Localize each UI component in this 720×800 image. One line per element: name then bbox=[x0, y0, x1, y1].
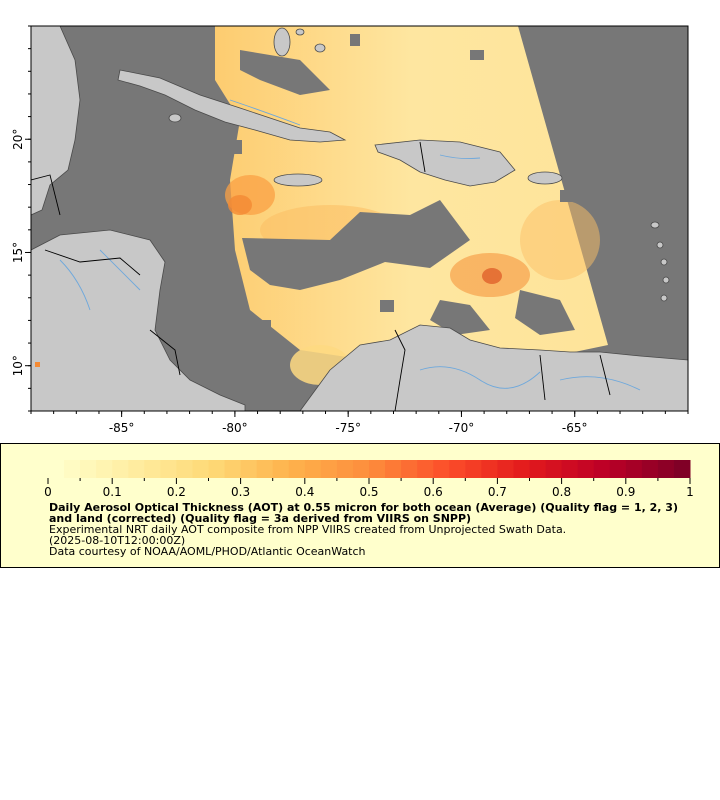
color-swatch bbox=[336, 460, 354, 478]
color-swatch bbox=[144, 460, 161, 478]
color-swatch bbox=[272, 460, 290, 478]
color-swatch bbox=[96, 460, 113, 478]
color-swatch bbox=[208, 460, 226, 478]
scale-tick-label: 0.3 bbox=[231, 485, 250, 499]
x-tick-label: -70° bbox=[449, 421, 475, 435]
land bbox=[31, 26, 688, 411]
color-swatch bbox=[128, 460, 145, 478]
no-data-gaps bbox=[230, 34, 576, 335]
color-swatch bbox=[625, 460, 643, 478]
color-swatch bbox=[657, 460, 675, 478]
color-swatch bbox=[497, 460, 514, 478]
color-swatch bbox=[417, 460, 434, 478]
color-swatch bbox=[449, 460, 466, 478]
color-swatch bbox=[288, 460, 306, 478]
color-swatch bbox=[112, 460, 129, 478]
scale-tick-label: 0.4 bbox=[295, 485, 314, 499]
color-swatch bbox=[64, 460, 81, 478]
scale-tick-label: 0.2 bbox=[167, 485, 186, 499]
scale-tick-label: 0.6 bbox=[424, 485, 443, 499]
color-swatch bbox=[224, 460, 242, 478]
scale-tick-label: 1 bbox=[686, 485, 694, 499]
x-tick-label: -65° bbox=[562, 421, 588, 435]
color-swatch bbox=[320, 460, 338, 478]
map-border bbox=[30, 25, 689, 412]
legend-date: (2025-08-10T12:00:00Z) bbox=[49, 534, 186, 547]
color-swatch bbox=[481, 460, 498, 478]
color-swatch bbox=[513, 460, 530, 478]
scale-tick-label: 0.8 bbox=[552, 485, 571, 499]
scale-tick-label: 0.1 bbox=[103, 485, 122, 499]
x-tick-label: -75° bbox=[335, 421, 361, 435]
color-swatch bbox=[48, 460, 65, 478]
color-swatch bbox=[561, 460, 579, 478]
color-swatch bbox=[641, 460, 659, 478]
legend-credit: Data courtesy of NOAA/AOML/PHOD/Atlantic… bbox=[49, 545, 366, 558]
color-swatch bbox=[80, 460, 97, 478]
legend-panel: 0 0.1 0.2 0.3 0.4 0.5 0.6 0.7 0.8 0.9 1 Daily Aero… bbox=[0, 443, 720, 568]
color-swatch bbox=[673, 460, 691, 478]
color-swatch bbox=[176, 460, 193, 478]
color-swatch bbox=[401, 460, 418, 478]
x-tick-label: -80° bbox=[222, 421, 248, 435]
legend-title: Daily Aerosol Optical Thickness (AOT) at… bbox=[49, 501, 678, 525]
scale-tick-label: 0.5 bbox=[359, 485, 378, 499]
aot-map[interactable]: -85° -80° -75° -70° -65° 20° 15° 10° bbox=[0, 0, 720, 440]
borders bbox=[31, 141, 611, 411]
scale-tick-label: 0.9 bbox=[616, 485, 635, 499]
color-swatch bbox=[385, 460, 402, 478]
y-tick-label: 15° bbox=[11, 242, 25, 263]
color-swatch bbox=[465, 460, 482, 478]
color-swatch bbox=[545, 460, 563, 478]
x-axis: -85° -80° -75° -70° -65° bbox=[30, 411, 689, 435]
color-swatch bbox=[369, 460, 386, 478]
x-tick-label: -85° bbox=[109, 421, 135, 435]
color-swatch bbox=[577, 460, 595, 478]
rivers bbox=[59, 99, 641, 391]
color-swatch bbox=[256, 460, 274, 478]
legend-subtitle: Experimental NRT daily AOT composite fro… bbox=[49, 523, 567, 536]
aot-speck bbox=[35, 362, 40, 367]
color-swatch bbox=[352, 460, 370, 478]
color-swatch bbox=[304, 460, 322, 478]
color-swatch bbox=[192, 460, 209, 478]
color-swatch bbox=[240, 460, 258, 478]
color-swatch bbox=[160, 460, 177, 478]
scale-tick-label: 0.7 bbox=[488, 485, 507, 499]
y-axis: 20° 15° 10° bbox=[11, 25, 31, 412]
color-swatch bbox=[433, 460, 450, 478]
color-swatch bbox=[529, 460, 547, 478]
y-tick-label: 10° bbox=[11, 355, 25, 376]
color-swatch bbox=[593, 460, 611, 478]
color-swatch bbox=[609, 460, 627, 478]
y-tick-label: 20° bbox=[11, 129, 25, 150]
scale-tick-label: 0 bbox=[44, 485, 52, 499]
color-scale: 0 0.1 0.2 0.3 0.4 0.5 0.6 0.7 0.8 0.9 1 bbox=[44, 460, 694, 499]
